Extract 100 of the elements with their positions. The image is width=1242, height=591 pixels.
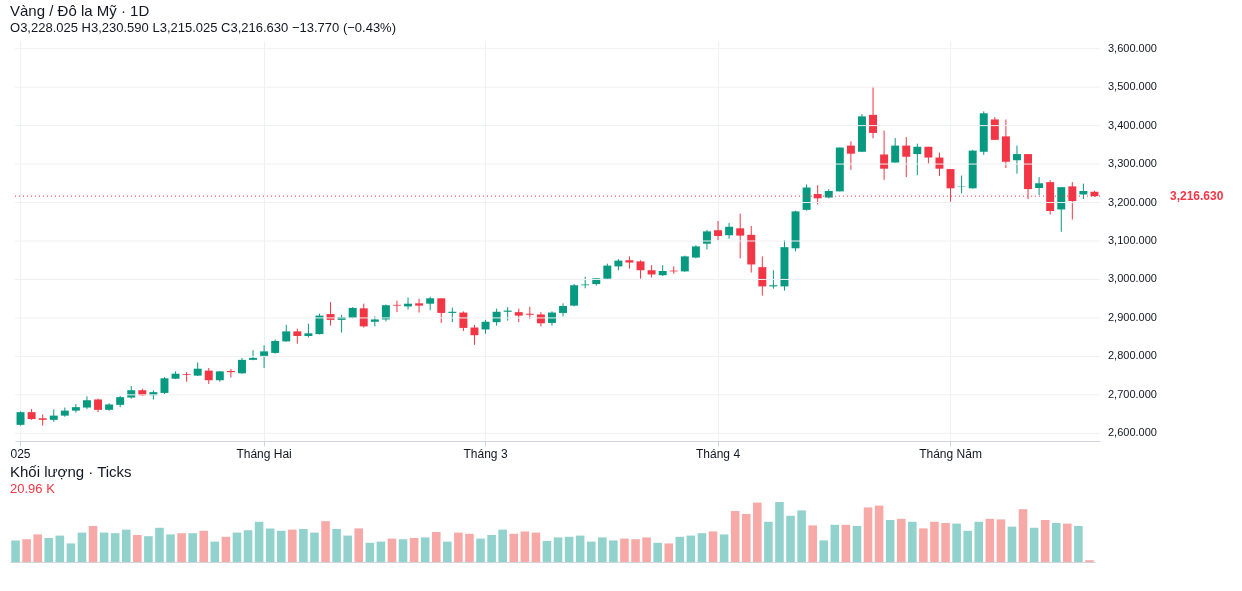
bar bbox=[808, 525, 817, 562]
bar bbox=[930, 521, 939, 562]
candlestick bbox=[1057, 186, 1066, 233]
candlestick bbox=[636, 259, 645, 280]
bar bbox=[288, 529, 297, 562]
bar bbox=[398, 539, 408, 562]
y-tick-label: 2,900.000 bbox=[1108, 310, 1157, 323]
bar bbox=[232, 532, 242, 562]
bar bbox=[963, 530, 972, 562]
bar bbox=[631, 539, 640, 562]
ref-line-label: 3,216.630 bbox=[1170, 189, 1224, 204]
bar bbox=[66, 543, 76, 562]
bar bbox=[431, 532, 441, 562]
bar bbox=[730, 511, 740, 562]
bar bbox=[553, 537, 563, 562]
candlestick bbox=[1035, 176, 1044, 196]
bar bbox=[598, 537, 607, 562]
bar bbox=[299, 529, 308, 562]
bar bbox=[443, 541, 452, 562]
bar bbox=[852, 526, 862, 562]
bar bbox=[110, 533, 120, 562]
bar bbox=[44, 538, 54, 562]
candlestick bbox=[38, 413, 47, 427]
bar bbox=[686, 535, 696, 562]
bar bbox=[885, 520, 895, 562]
bar bbox=[1040, 520, 1050, 562]
bar bbox=[1007, 526, 1017, 562]
bar bbox=[33, 534, 42, 562]
bar bbox=[221, 536, 231, 562]
bar bbox=[996, 519, 1006, 562]
candlestick bbox=[891, 137, 900, 164]
candlestick bbox=[182, 371, 191, 383]
bar bbox=[199, 530, 209, 562]
bar bbox=[1063, 523, 1072, 562]
candlestick bbox=[260, 344, 269, 369]
bar bbox=[675, 536, 685, 562]
text: 20.96 K bbox=[10, 481, 56, 496]
bar bbox=[409, 538, 419, 562]
bar bbox=[764, 521, 773, 562]
bar bbox=[454, 532, 463, 562]
bar bbox=[166, 534, 175, 562]
bar bbox=[919, 528, 928, 562]
bar bbox=[210, 541, 220, 562]
bar bbox=[509, 533, 519, 562]
bar bbox=[697, 533, 707, 562]
x-tick-label: Tháng Hai bbox=[236, 446, 292, 461]
bar bbox=[498, 529, 507, 562]
candlestick bbox=[736, 213, 745, 259]
bar bbox=[863, 507, 873, 562]
bar bbox=[465, 533, 474, 562]
bar bbox=[819, 540, 829, 562]
bar bbox=[144, 536, 153, 562]
candlestick bbox=[802, 183, 811, 212]
y-tick-label: 3,400.000 bbox=[1108, 118, 1157, 131]
bar bbox=[664, 543, 674, 562]
bar bbox=[786, 515, 795, 562]
bar bbox=[420, 537, 430, 562]
bar bbox=[1051, 523, 1061, 562]
y-tick-label: 3,200.000 bbox=[1108, 195, 1157, 208]
bar bbox=[343, 535, 352, 562]
chart-title: Khối lượng · Ticks bbox=[10, 463, 132, 480]
bar bbox=[586, 541, 596, 562]
bar bbox=[741, 514, 751, 562]
candlestick bbox=[249, 349, 258, 361]
bar bbox=[188, 533, 197, 562]
candlestick bbox=[758, 255, 767, 297]
bar bbox=[476, 538, 485, 562]
bar bbox=[243, 530, 253, 562]
candlestick bbox=[714, 220, 723, 241]
x-tick-label: Tháng 4 bbox=[696, 446, 741, 461]
candlestick bbox=[437, 297, 446, 324]
bar bbox=[841, 524, 851, 562]
bar bbox=[908, 521, 917, 562]
y-tick-label: 3,500.000 bbox=[1108, 80, 1157, 93]
bar bbox=[177, 533, 186, 562]
bar bbox=[487, 535, 496, 562]
candlestick bbox=[470, 324, 479, 346]
bar bbox=[121, 529, 131, 562]
candlestick bbox=[415, 298, 424, 314]
bar bbox=[1018, 509, 1028, 562]
candlestick bbox=[902, 136, 911, 178]
candlestick bbox=[880, 130, 889, 181]
bar bbox=[332, 529, 341, 562]
bar bbox=[941, 523, 950, 562]
candlestick bbox=[869, 86, 878, 139]
bar bbox=[575, 535, 585, 562]
bar bbox=[55, 535, 65, 562]
y-tick-label: 3,300.000 bbox=[1108, 157, 1157, 170]
candlestick bbox=[71, 403, 80, 414]
y-tick-label: 3,600.000 bbox=[1108, 41, 1157, 54]
bar bbox=[531, 532, 541, 562]
x-tick-label: Tháng Năm bbox=[919, 446, 982, 461]
bar bbox=[719, 534, 729, 562]
x-tick-label: Tháng 3 bbox=[463, 446, 508, 461]
bar bbox=[265, 528, 275, 562]
bar bbox=[133, 535, 142, 562]
y-tick-label: 3,000.000 bbox=[1108, 272, 1157, 285]
y-tick-label: 2,600.000 bbox=[1108, 426, 1157, 439]
bar bbox=[321, 521, 330, 562]
text: O3,228.025 H3,230.590 L3,215.025 C3,216.630 −13.770 (−0.43%) bbox=[10, 20, 397, 35]
